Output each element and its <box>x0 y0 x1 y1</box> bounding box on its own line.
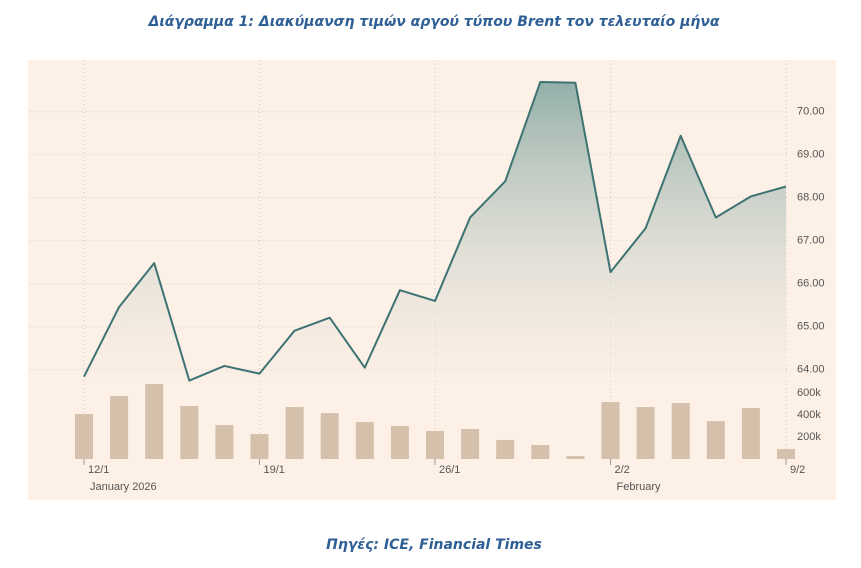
y-tick-label: 67.00 <box>797 235 825 247</box>
y-tick-label: 68.00 <box>797 192 825 204</box>
volume-bar <box>180 406 199 459</box>
volume-bar <box>320 413 339 459</box>
y-tick-label: 400k <box>797 409 821 421</box>
volume-bar <box>215 425 234 459</box>
volume-bar <box>110 396 129 459</box>
volume-bar <box>706 421 725 459</box>
month-label: February <box>617 481 662 493</box>
x-tick-label: 26/1 <box>439 464 460 476</box>
y-tick-label: 64.00 <box>797 364 825 376</box>
volume-bar <box>531 445 550 459</box>
volume-bar <box>355 422 374 459</box>
volume-bar <box>250 434 269 459</box>
volume-bar <box>741 407 760 459</box>
source: Πηγές: ICE, Financial Times <box>326 537 542 553</box>
y-tick-label: 65.00 <box>797 321 825 333</box>
y-tick-label: 200k <box>797 431 821 443</box>
month-label: January 2026 <box>90 481 157 493</box>
y-tick-label: 69.00 <box>797 149 825 161</box>
volume-bar <box>671 403 690 459</box>
area-fill <box>84 81 786 387</box>
x-tick-label: 2/2 <box>615 464 630 476</box>
chart-title: Διάγραμμα 1: Διακύμανση τιμών αργού τύπο… <box>147 14 719 30</box>
volume-bar <box>777 448 795 459</box>
volume-bar <box>496 439 515 459</box>
volume-bar <box>566 456 585 459</box>
y-tick-label: 600k <box>797 387 821 399</box>
volume-bar <box>636 407 655 459</box>
price-line <box>83 80 787 382</box>
x-tick-label: 12/1 <box>88 464 109 476</box>
volume-bar <box>426 430 444 459</box>
y-tick-label: 70.00 <box>797 106 825 118</box>
x-tick-label: 9/2 <box>790 464 805 476</box>
volume-bar <box>390 426 409 459</box>
x-tick-label: 19/1 <box>264 464 285 476</box>
volume-bar <box>601 402 620 459</box>
y-tick-label: 66.00 <box>797 278 825 290</box>
volume-bar <box>145 384 164 459</box>
volume-bar <box>461 428 480 459</box>
volume-bar <box>75 414 93 459</box>
volume-bar <box>285 407 304 459</box>
